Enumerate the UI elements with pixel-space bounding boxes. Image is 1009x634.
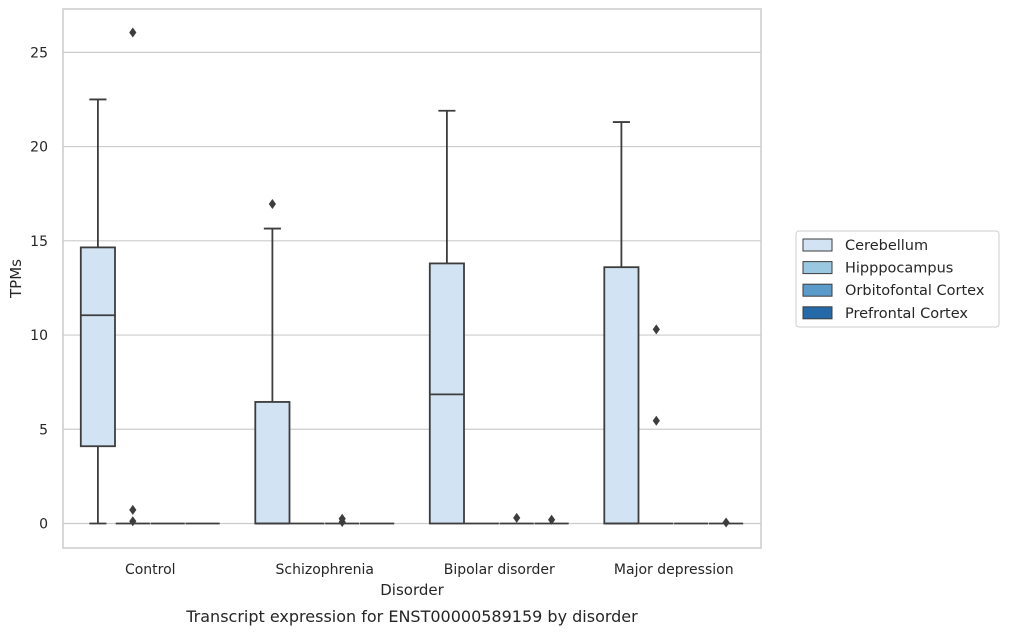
legend-swatch: [802, 238, 833, 252]
legend: Cerebellum Hipppocampus Orbitofontal Corte…: [795, 230, 1000, 328]
x-axis-ticks: Control Schizophrenia Bipolar disorder Majo…: [125, 562, 734, 578]
outlier-point: [129, 504, 137, 515]
x-tick-label: Bipolar disorder: [444, 562, 555, 578]
outlier-point: [548, 514, 556, 525]
plot-area-frame: [62, 8, 762, 549]
box-1-0: [115, 27, 150, 527]
box-3-3: [708, 517, 744, 528]
x-tick-label: Control: [125, 562, 176, 578]
legend-label: Hipppocampus: [845, 261, 953, 277]
legend-swatch: [802, 306, 833, 320]
legend-swatch: [802, 283, 833, 297]
outlier-point: [338, 516, 346, 527]
box-2-1: [325, 513, 360, 527]
outlier-point: [652, 324, 660, 335]
box-body: [79, 246, 116, 448]
chart-caption: Transcript expression for ENST0000058915…: [185, 607, 638, 626]
outlier-point: [513, 512, 521, 523]
box-0-1: [254, 199, 291, 525]
boxes: [79, 27, 744, 528]
box-0-0: [79, 98, 116, 525]
legend-label: Orbitofontal Cortex: [845, 283, 985, 299]
box-body: [603, 266, 640, 525]
box-body: [254, 401, 291, 525]
x-tick-label: Major depression: [614, 562, 734, 578]
outlier-point: [268, 199, 276, 210]
legend-label: Cerebellum: [845, 238, 928, 254]
y-tick-label: 25: [30, 45, 48, 61]
box-0-3: [603, 121, 640, 525]
outlier-point: [652, 415, 660, 426]
x-tick-label: Schizophrenia: [276, 562, 374, 578]
box-2-2: [499, 512, 534, 525]
box-0-2: [428, 109, 465, 525]
y-tick-label: 5: [39, 422, 48, 438]
legend-frame: [795, 230, 1000, 328]
outlier-point: [722, 517, 730, 528]
legend-swatch: [802, 261, 833, 275]
outlier-point: [129, 27, 137, 38]
legend-label: Prefrontal Cortex: [845, 306, 968, 322]
y-tick-label: 20: [30, 140, 48, 156]
grid-lines: [63, 51, 761, 525]
y-tick-label: 0: [39, 517, 48, 533]
box-body: [428, 262, 465, 525]
y-axis-ticks: 0 5 10 15 20 25: [30, 45, 48, 532]
x-axis-label: Disorder: [380, 581, 444, 599]
y-tick-label: 15: [30, 234, 48, 250]
outlier-point: [129, 516, 137, 527]
box-1-3: [639, 324, 674, 525]
y-axis-label: TPMs: [7, 259, 25, 299]
y-tick-label: 10: [30, 328, 48, 344]
box-3-2: [534, 514, 569, 525]
